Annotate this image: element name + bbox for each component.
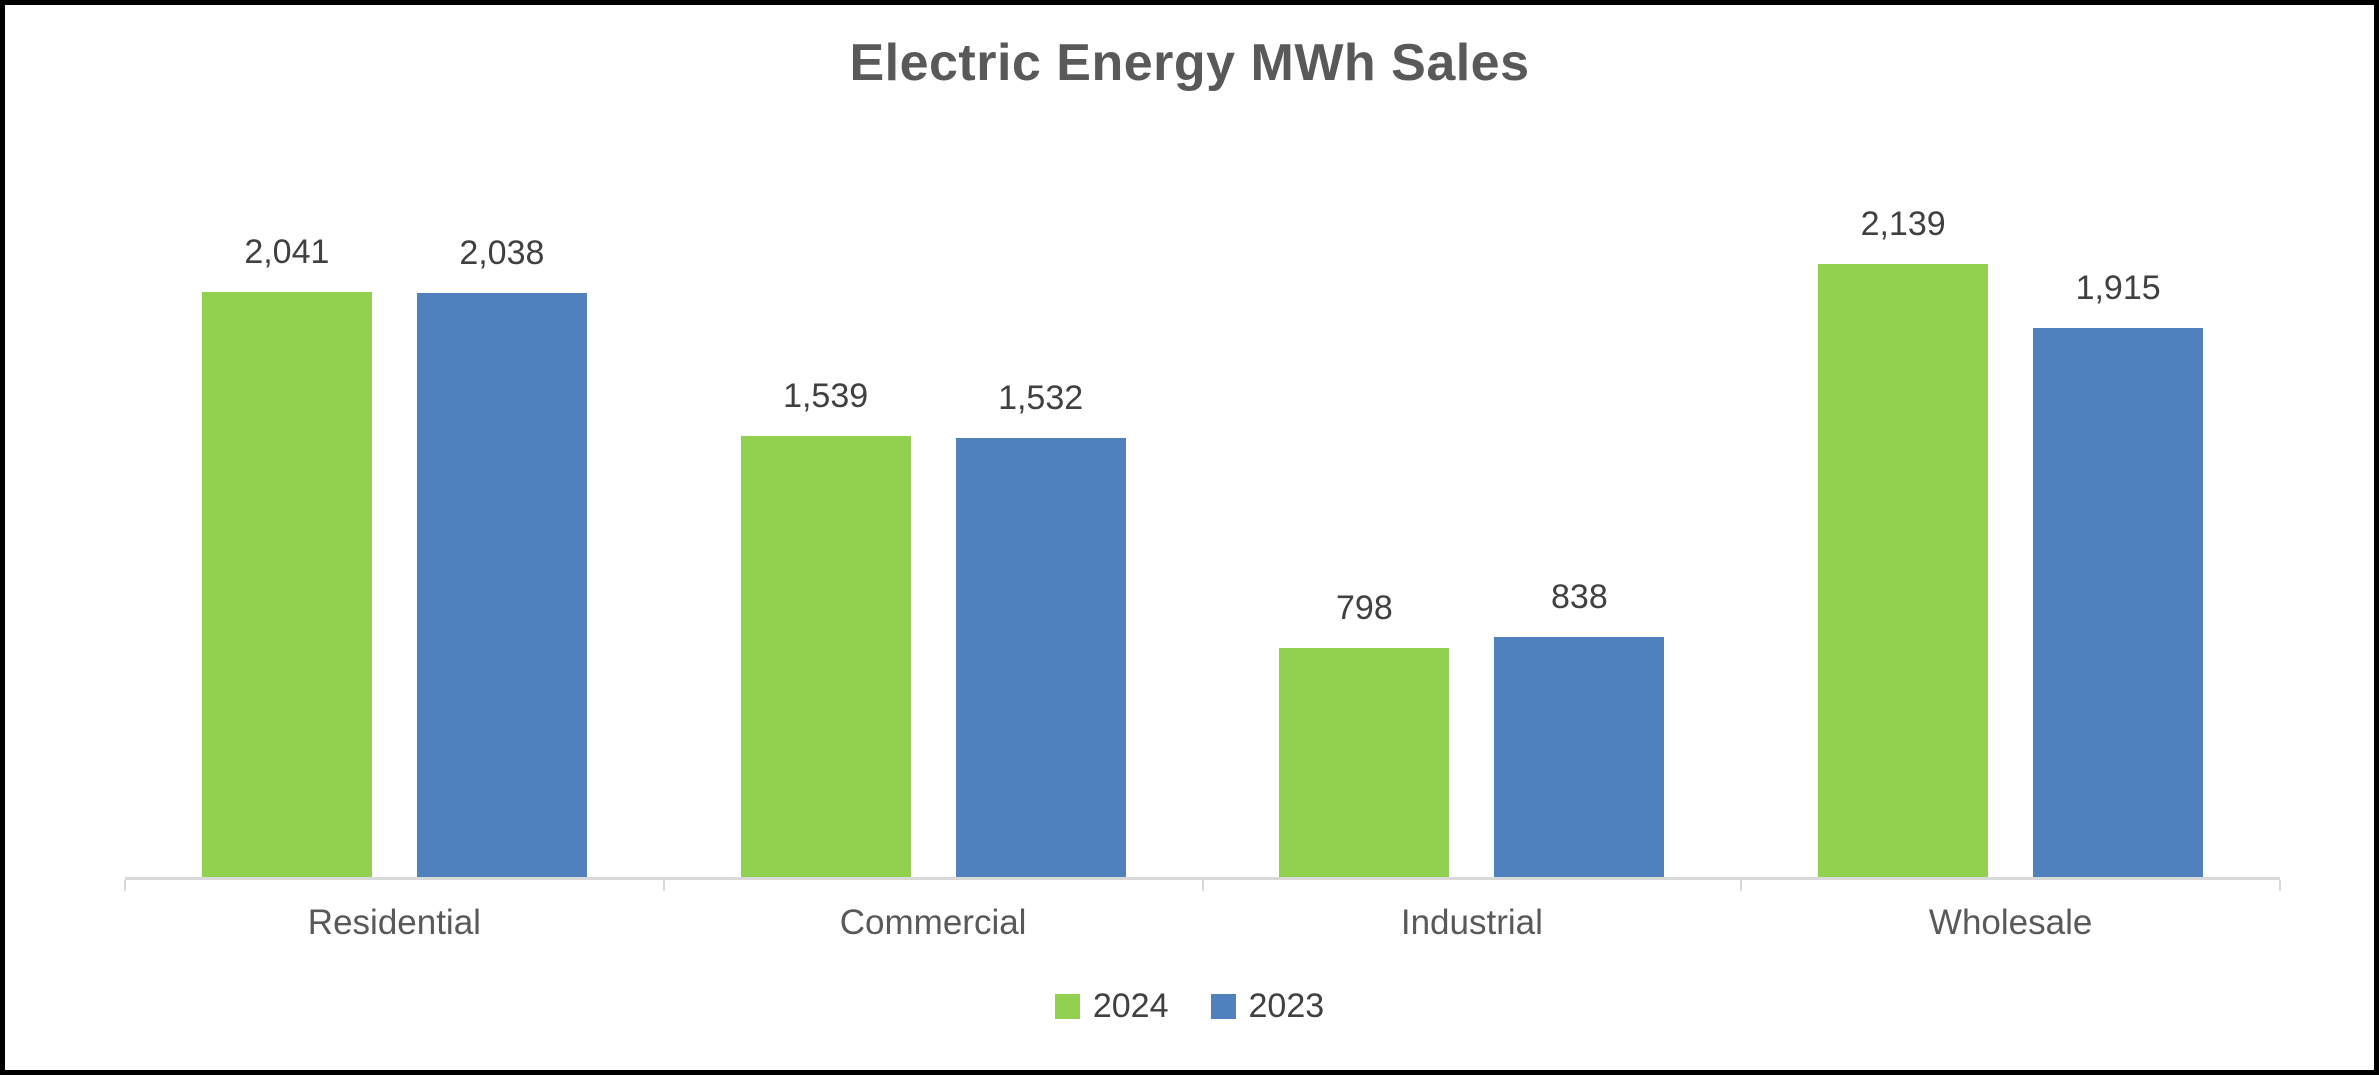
data-label-2023-wholesale: 1,915 bbox=[2075, 269, 2161, 307]
data-label-2023-commercial: 1,532 bbox=[998, 379, 1084, 417]
bar-rect-2023-commercial bbox=[955, 438, 1126, 877]
category-label-wholesale: Wholesale bbox=[1928, 903, 2093, 942]
data-label-2024-wholesale: 2,139 bbox=[1860, 205, 1946, 243]
bar-2023-residential: 2,038 bbox=[416, 234, 587, 877]
bar-group-wholesale: 2,139 1,915 bbox=[1741, 135, 2280, 877]
legend-swatch-icon bbox=[1054, 994, 1080, 1019]
data-label-2024-residential: 2,041 bbox=[244, 233, 330, 271]
bar-group-industrial: 798 838 bbox=[1203, 135, 1742, 877]
bar-2024-wholesale: 2,139 bbox=[1818, 205, 1989, 877]
legend: 2024 2023 bbox=[5, 987, 2374, 1026]
legend-label-2023: 2023 bbox=[1248, 987, 1325, 1025]
bar-rect-2024-residential bbox=[201, 292, 372, 877]
bar-groups: 2,041 2,038 1,539 1,532 798 838 2,139 1,915 bbox=[125, 135, 2280, 877]
chart-title: Electric Energy MWh Sales bbox=[849, 34, 1530, 92]
bar-2024-commercial: 1,539 bbox=[740, 377, 911, 877]
axis-tick bbox=[2279, 880, 2281, 891]
bar-rect-2024-commercial bbox=[740, 436, 911, 877]
legend-label-2024: 2024 bbox=[1092, 987, 1169, 1025]
axis-tick bbox=[124, 880, 126, 891]
category-label-commercial: Commercial bbox=[839, 903, 1027, 942]
plot-area: 2,041 2,038 1,539 1,532 798 838 2,139 1,915 bbox=[124, 135, 2281, 891]
axis-tick bbox=[1740, 880, 1743, 891]
bar-rect-2023-wholesale bbox=[2033, 328, 2204, 877]
data-label-2024-industrial: 798 bbox=[1336, 589, 1393, 627]
bar-rect-2023-industrial bbox=[1494, 637, 1665, 877]
bar-2024-industrial: 798 bbox=[1279, 589, 1450, 877]
bar-2023-wholesale: 1,915 bbox=[2033, 269, 2204, 877]
bar-2024-residential: 2,041 bbox=[201, 233, 372, 877]
bar-rect-2024-industrial bbox=[1279, 648, 1450, 877]
data-label-2024-commercial: 1,539 bbox=[783, 377, 869, 415]
bar-rect-2023-residential bbox=[416, 293, 587, 877]
bar-rect-2024-wholesale bbox=[1818, 264, 1989, 877]
bar-group-commercial: 1,539 1,532 bbox=[664, 135, 1203, 877]
axis-tick bbox=[662, 880, 665, 891]
bar-2023-commercial: 1,532 bbox=[955, 379, 1126, 877]
bar-group-residential: 2,041 2,038 bbox=[125, 135, 664, 877]
category-axis: Residential Commercial Industrial Wholesale bbox=[125, 903, 2280, 943]
legend-swatch-icon bbox=[1210, 994, 1236, 1019]
data-label-2023-residential: 2,038 bbox=[459, 234, 545, 272]
bar-2023-industrial: 838 bbox=[1494, 578, 1665, 877]
axis-tick bbox=[1201, 880, 1204, 891]
legend-item-2024: 2024 bbox=[1054, 987, 1169, 1026]
data-label-2023-industrial: 838 bbox=[1551, 578, 1608, 616]
category-label-industrial: Industrial bbox=[1400, 903, 1543, 942]
category-label-residential: Residential bbox=[307, 903, 481, 942]
legend-item-2023: 2023 bbox=[1210, 987, 1325, 1026]
